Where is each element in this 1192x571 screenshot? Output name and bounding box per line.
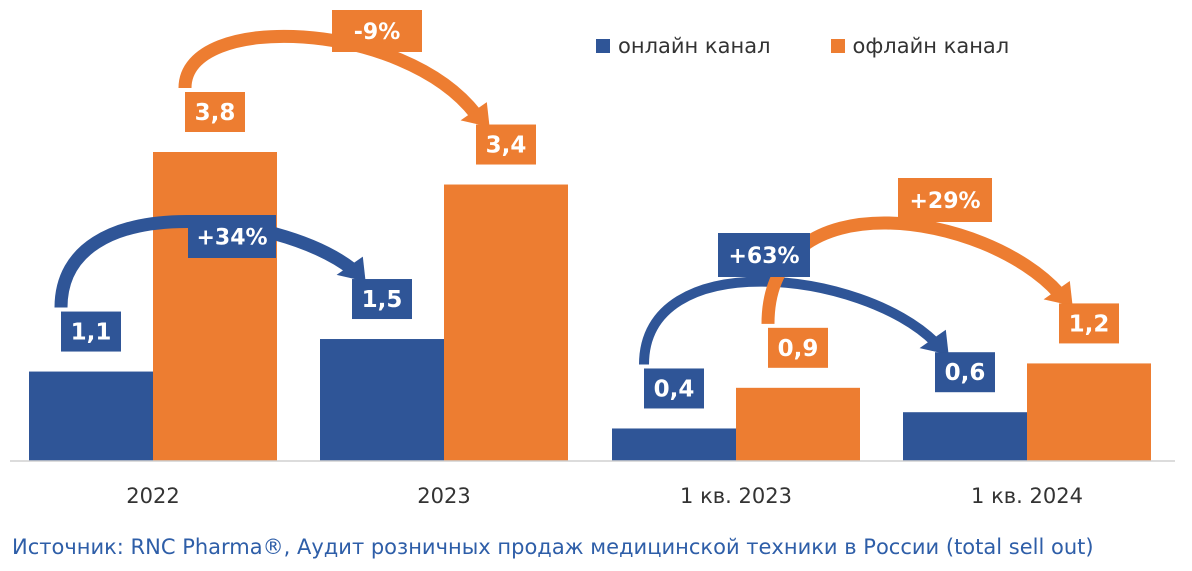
arrows-layer <box>54 29 1073 365</box>
growth-badge-box-0 <box>332 10 422 52</box>
growth-arrow-0 <box>178 29 482 119</box>
growth-badge-0: -9% <box>354 20 400 45</box>
growth-badge-3: +29% <box>909 189 980 214</box>
data-label-box-1-3 <box>1059 303 1119 344</box>
growth-arrowhead-0 <box>460 102 490 127</box>
growth-badge-box-3 <box>898 178 992 222</box>
growth-badge-box-1 <box>188 215 276 258</box>
growth-arrowhead-1 <box>336 256 366 282</box>
x-tick-label-1: 2023 <box>417 484 470 508</box>
source-note: Источник: RNC Pharma®, Аудит розничных п… <box>12 535 1094 559</box>
data-label-1-3: 1,2 <box>1069 311 1110 337</box>
data-label-box-0-0 <box>61 311 121 352</box>
x-tick-label-3: 1 кв. 2024 <box>971 484 1083 508</box>
bar-offline-0 <box>153 152 277 461</box>
legend-label-offline: офлайн канал <box>852 34 1010 58</box>
data-label-0-2: 0,4 <box>654 376 695 402</box>
growth-arrowhead-3 <box>1043 280 1073 306</box>
bar-offline-3 <box>1027 363 1151 461</box>
legend-label-online: онлайн канал <box>618 34 771 58</box>
growth-badge-2: +63% <box>728 244 799 269</box>
bar-offline-1 <box>444 184 568 462</box>
legend: онлайн канал офлайн канал <box>596 34 1009 58</box>
growth-arrow-1 <box>54 214 357 308</box>
data-label-1-2: 0,9 <box>778 336 819 362</box>
data-label-box-1-2 <box>768 327 828 368</box>
growth-arrowhead-2 <box>919 329 949 355</box>
bar-offline-2 <box>736 387 860 461</box>
data-label-box-1-0 <box>185 92 245 132</box>
legend-swatch-online <box>596 39 610 53</box>
legend-swatch-offline <box>830 39 845 53</box>
data-label-box-0-1 <box>352 279 412 320</box>
data-label-1-0: 3,8 <box>195 100 236 126</box>
data-label-0-0: 1,1 <box>71 320 112 346</box>
bar-online-2 <box>612 428 736 461</box>
legend-item-offline: офлайн канал <box>830 34 1010 58</box>
data-label-0-3: 0,6 <box>945 360 986 386</box>
legend-item-online: онлайн канал <box>596 34 771 58</box>
growth-badge-1: +34% <box>196 226 267 251</box>
growth-badge-box-2 <box>718 233 810 277</box>
x-tick-label-0: 2022 <box>126 484 179 508</box>
bar-online-0 <box>29 371 153 461</box>
data-label-box-1-1 <box>476 124 536 165</box>
data-label-box-0-2 <box>644 368 704 409</box>
x-tick-labels: 2022 2023 1 кв. 2023 1 кв. 2024 <box>126 484 1083 508</box>
bar-online-1 <box>320 339 444 461</box>
x-tick-label-2: 1 кв. 2023 <box>680 484 792 508</box>
data-label-1-1: 3,4 <box>486 133 527 159</box>
labels-layer: 1,1 1,5 0,4 0,6 3,8 3,4 0,9 1,2 -9% +34% +63% +29% <box>61 10 1119 409</box>
growth-arrow-2 <box>639 276 939 365</box>
data-label-0-1: 1,5 <box>362 287 403 313</box>
data-label-box-0-3 <box>935 352 995 393</box>
growth-arrow-3 <box>761 216 1064 324</box>
bars-layer <box>29 152 1151 462</box>
bar-online-3 <box>903 412 1027 461</box>
